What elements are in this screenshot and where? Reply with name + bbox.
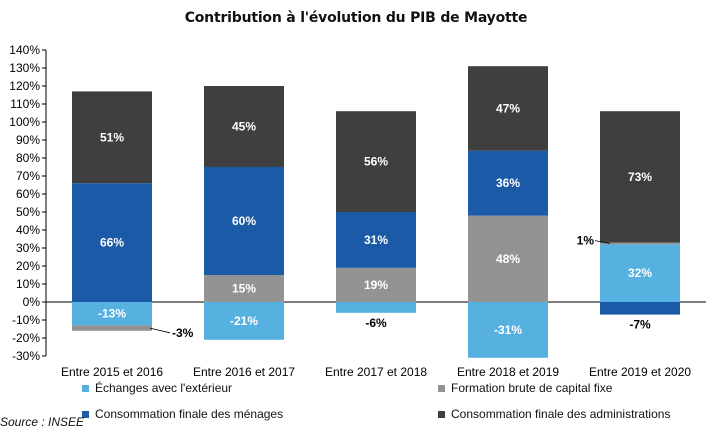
bar-segment	[204, 86, 284, 167]
y-tick-label: 30%	[16, 241, 40, 255]
data-label: 36%	[496, 176, 520, 190]
y-tick-label: 110%	[10, 97, 40, 111]
y-tick-label: 0%	[23, 295, 41, 309]
y-tick-label: 10%	[16, 277, 40, 291]
bar-segment	[600, 244, 680, 302]
y-tick-label: 20%	[16, 259, 40, 273]
data-label: 48%	[496, 252, 520, 266]
y-tick-label: 100%	[9, 115, 40, 129]
bar-segment	[600, 242, 680, 245]
bar-segment	[204, 302, 284, 340]
bar-segment	[468, 150, 548, 216]
data-label: 47%	[496, 102, 520, 116]
data-label: -21%	[230, 314, 258, 328]
bar-segment	[72, 91, 152, 184]
y-tick-label: 70%	[16, 169, 40, 183]
data-label: -13%	[98, 307, 126, 321]
bar-segment	[468, 215, 548, 302]
data-label: 19%	[364, 278, 388, 292]
data-label: 60%	[232, 214, 256, 228]
x-category-label: Entre 2015 et 2016	[61, 365, 163, 379]
data-label: -6%	[365, 316, 387, 330]
bar-segment	[468, 66, 548, 151]
y-tick-label: 130%	[9, 61, 40, 75]
y-tick-label: 50%	[16, 205, 40, 219]
y-tick-label: -20%	[12, 331, 40, 345]
bar-segment	[336, 302, 416, 313]
x-category-label: Entre 2019 et 2020	[589, 365, 691, 379]
x-category-label: Entre 2018 et 2019	[457, 365, 559, 379]
x-category-label: Entre 2017 et 2018	[325, 365, 427, 379]
data-label: -31%	[494, 323, 522, 337]
data-label: -3%	[172, 326, 194, 340]
data-label: 31%	[364, 233, 388, 247]
bar-segment	[468, 302, 548, 358]
data-label: 51%	[100, 130, 124, 144]
y-tick-label: 40%	[16, 223, 40, 237]
bar-segment	[204, 275, 284, 302]
y-tick-label: 90%	[16, 133, 40, 147]
bar-segment	[600, 302, 680, 315]
data-label: -7%	[629, 318, 651, 332]
data-label: 73%	[628, 170, 652, 184]
data-label: 32%	[628, 266, 652, 280]
data-label: 56%	[364, 155, 388, 169]
y-tick-label: 80%	[16, 151, 40, 165]
leader-line	[149, 327, 171, 334]
bar-segment	[336, 111, 416, 212]
bar-segment	[336, 267, 416, 302]
bar-segment	[600, 111, 680, 243]
y-tick-label: -30%	[12, 349, 40, 363]
source-note: Source : INSEE	[0, 415, 85, 429]
data-label: 15%	[232, 282, 256, 296]
bar-segment	[204, 167, 284, 275]
y-tick-label: -10%	[12, 313, 40, 327]
bar-segment	[72, 302, 152, 326]
y-tick-label: 140%	[9, 43, 40, 57]
bar-segment	[72, 183, 152, 302]
bar-segment	[336, 212, 416, 268]
data-label: 45%	[232, 120, 256, 134]
bar-segment	[72, 325, 152, 331]
data-label: 1%	[577, 234, 595, 248]
data-label: 66%	[100, 236, 124, 250]
chart-title: Contribution à l'évolution du PIB de May…	[184, 10, 528, 26]
y-tick-label: 60%	[16, 187, 40, 201]
y-tick-label: 120%	[9, 79, 40, 93]
leader-line	[594, 240, 611, 244]
x-category-label: Entre 2016 et 2017	[193, 365, 295, 379]
